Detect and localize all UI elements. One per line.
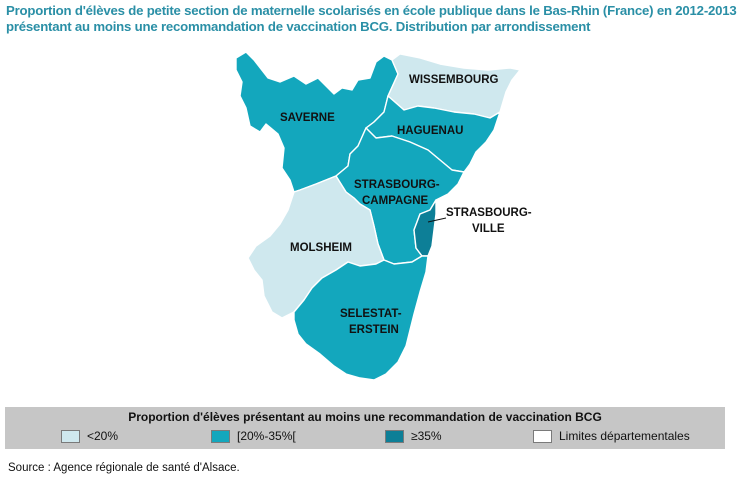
label-saverne: SAVERNE	[280, 112, 335, 124]
legend-title: Proportion d'élèves présentant au moins …	[128, 410, 602, 424]
legend-item-lt20: <20%	[61, 429, 118, 443]
legend-label-gte35: ≥35%	[411, 429, 442, 443]
label-molsheim: MOLSHEIM	[290, 242, 352, 254]
legend-swatch-gte35	[385, 429, 404, 443]
bas-rhin-map: WISSEMBOURG SAVERNE HAGUENAU STRASBOURG-…	[235, 51, 532, 381]
label-strasbourg-ville-2: VILLE	[472, 223, 505, 235]
title-line-2: présentant au moins une recommandation d…	[6, 19, 591, 34]
region-selestat-erstein[interactable]	[293, 255, 429, 381]
title-line-1: Proportion d'élèves de petite section de…	[6, 3, 737, 18]
legend: Proportion d'élèves présentant au moins …	[5, 407, 725, 449]
legend-swatch-lt20	[61, 429, 80, 443]
label-strasbourg-campagne-1: STRASBOURG-	[354, 179, 440, 191]
label-haguenau: HAGUENAU	[397, 125, 463, 137]
map-title: Proportion d'élèves de petite section de…	[6, 3, 737, 35]
legend-swatch-20-35	[211, 429, 230, 443]
label-selestat-erstein-2: ERSTEIN	[349, 324, 399, 336]
legend-item-gte35: ≥35%	[385, 429, 442, 443]
legend-label-lt20: <20%	[87, 429, 119, 443]
source-note: Source : Agence régionale de santé d'Als…	[8, 462, 240, 474]
label-strasbourg-campagne-2: CAMPAGNE	[362, 195, 429, 207]
legend-swatch-limits	[533, 429, 552, 443]
legend-label-20-35: [20%-35%[	[237, 429, 296, 443]
legend-item-limits: Limites départementales	[533, 429, 690, 443]
label-wissembourg: WISSEMBOURG	[409, 74, 499, 86]
strasbourg-ville-leader	[427, 217, 447, 223]
label-strasbourg-ville-1: STRASBOURG-	[446, 207, 532, 219]
label-selestat-erstein-1: SELESTAT-	[340, 308, 402, 320]
legend-item-20-35: [20%-35%[	[211, 429, 296, 443]
legend-label-limits: Limites départementales	[559, 429, 690, 443]
